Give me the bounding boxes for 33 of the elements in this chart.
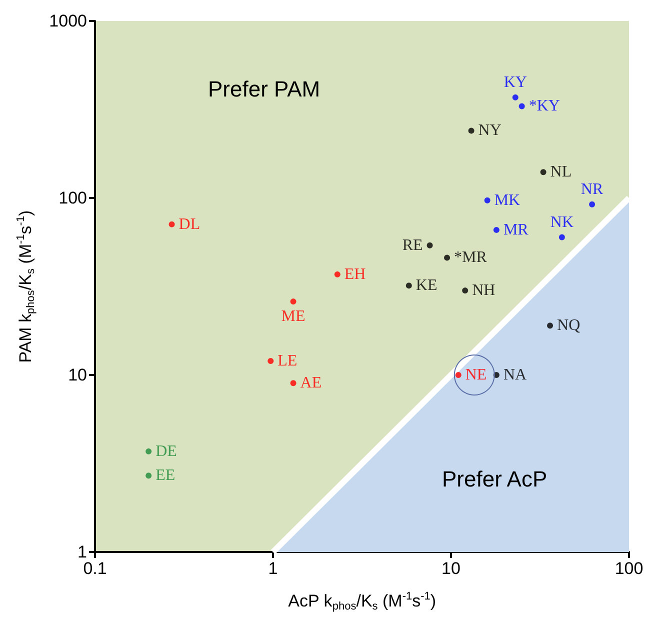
x-tick-label: 0.1 <box>83 559 107 578</box>
data-label: NA <box>503 366 527 384</box>
data-label: KY <box>504 74 528 91</box>
data-label: EH <box>344 266 366 283</box>
data-label: NR <box>580 180 604 198</box>
data-label: *KY <box>528 98 560 115</box>
data-label: EE <box>156 467 176 484</box>
x-tick-label: 10 <box>442 559 460 578</box>
data-label: NY <box>478 122 502 140</box>
data-label: *MR <box>454 249 488 266</box>
y-tick-label: 100 <box>58 188 87 208</box>
data-label: RE <box>402 236 423 254</box>
data-label: DL <box>178 216 200 233</box>
data-label: DE <box>156 442 177 460</box>
data-label: LE <box>278 352 298 370</box>
text: PAM kphos/Ks (M-1s-1) <box>14 210 37 363</box>
data-label: NE <box>465 366 487 384</box>
data-label: MR <box>503 221 529 238</box>
data-label: NK <box>550 214 574 231</box>
data-label: AE <box>300 374 322 392</box>
annotation: Prefer PAM <box>208 76 320 102</box>
y-tick-label: 10 <box>68 366 87 384</box>
x-tick-label: 1 <box>268 559 278 578</box>
data-label: ME <box>281 308 306 326</box>
data-label: NQ <box>557 317 581 334</box>
data-label: NL <box>550 164 572 181</box>
annotation: Prefer AcP <box>442 466 548 492</box>
x-tick-label: 100 <box>614 559 644 578</box>
data-label: NH <box>472 282 496 300</box>
data-label: MK <box>494 192 521 209</box>
y-tick-label: 1000 <box>49 12 87 30</box>
data-label: KE <box>416 277 438 294</box>
y-tick-label: 1 <box>78 542 87 562</box>
